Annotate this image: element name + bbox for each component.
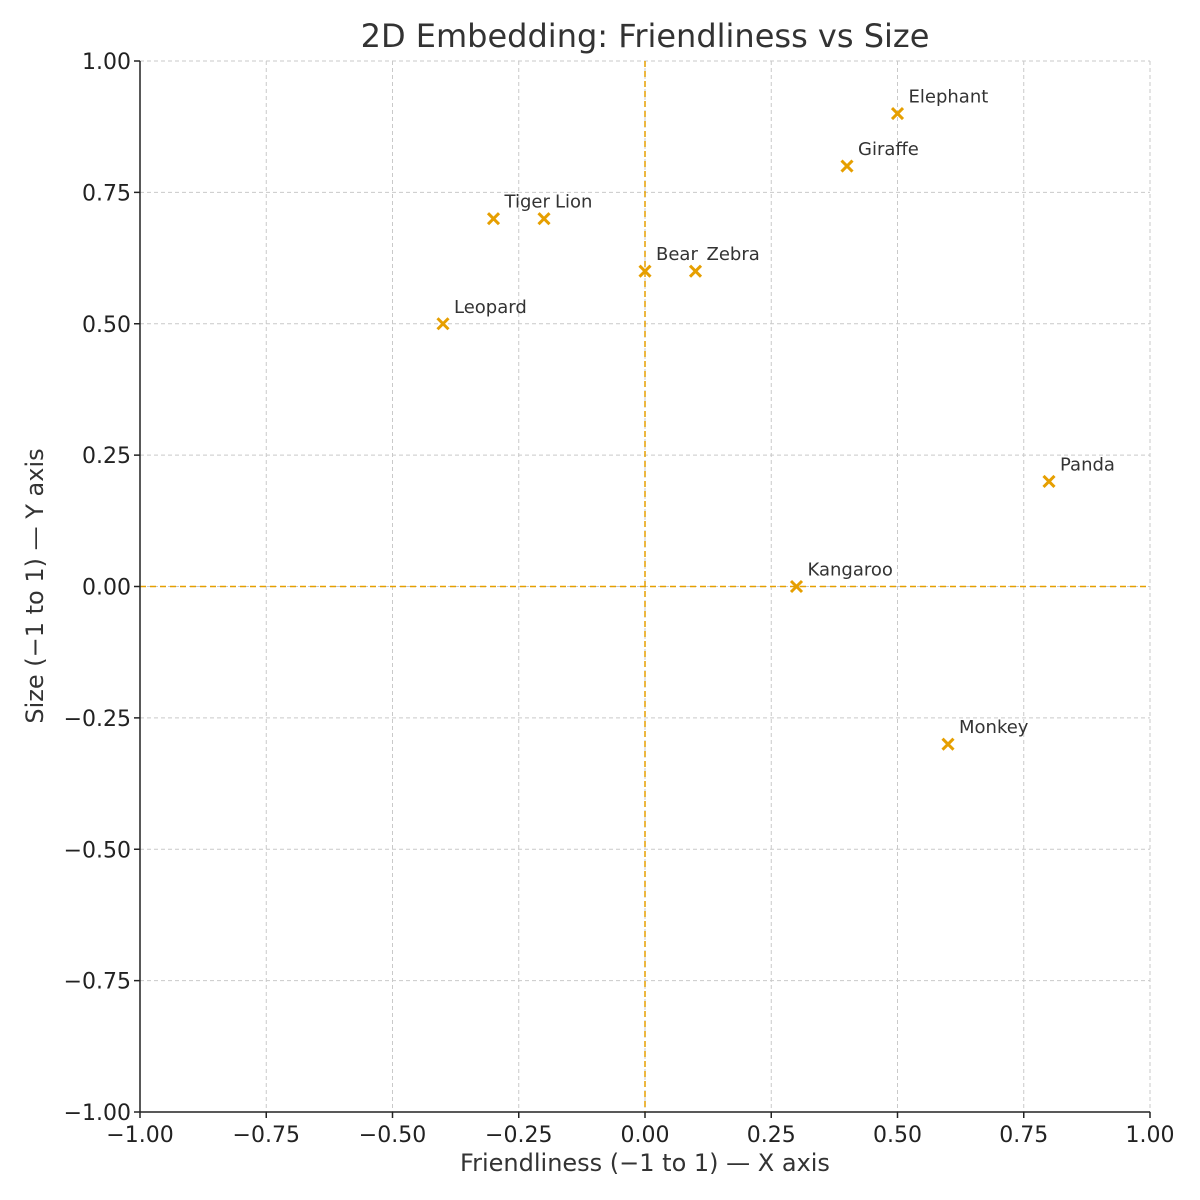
point-leopard: Leopard bbox=[436, 297, 527, 331]
x-tick-label: −0.25 bbox=[485, 1123, 552, 1148]
x-tick-label: 0.25 bbox=[747, 1123, 796, 1148]
y-tick-label: 1.00 bbox=[82, 50, 131, 75]
marker-stroke bbox=[941, 737, 955, 751]
x-tick-label: 1.00 bbox=[1126, 1123, 1175, 1148]
point-label-leopard: Leopard bbox=[454, 297, 527, 318]
x-tick-label: −0.75 bbox=[233, 1123, 300, 1148]
point-label-kangaroo: Kangaroo bbox=[808, 560, 893, 581]
marker-stroke bbox=[1042, 474, 1056, 488]
marker-stroke bbox=[486, 212, 501, 226]
point-label-elephant: Elephant bbox=[909, 87, 989, 108]
reference-lines bbox=[140, 61, 1150, 1112]
y-axis-label: Size (−1 to 1) — Y axis bbox=[21, 448, 49, 723]
point-label-bear: Bear bbox=[656, 244, 698, 265]
marker-stroke bbox=[436, 317, 450, 331]
point-bear: Bear bbox=[638, 244, 698, 278]
x-axis-label: Friendliness (−1 to 1) — X axis bbox=[460, 1149, 830, 1177]
point-lion: Lion bbox=[537, 192, 592, 226]
marker-stroke bbox=[890, 106, 905, 121]
data-points: Elephant Giraffe Tiger Lion Bear Zebra Leopard… bbox=[436, 87, 1115, 751]
x-tick-label: 0.75 bbox=[999, 1123, 1048, 1148]
point-elephant: Elephant bbox=[890, 87, 989, 121]
point-giraffe: Giraffe bbox=[840, 139, 919, 173]
y-tick-label: 0.25 bbox=[82, 444, 131, 469]
chart-title: 2D Embedding: Friendliness vs Size bbox=[361, 17, 930, 55]
point-kangaroo: Kangaroo bbox=[789, 560, 893, 594]
y-tick-label: −0.75 bbox=[64, 970, 131, 995]
marker-stroke bbox=[688, 264, 703, 278]
point-panda: Panda bbox=[1042, 454, 1115, 488]
marker-stroke bbox=[638, 264, 652, 278]
point-tiger: Tiger bbox=[486, 192, 551, 226]
point-zebra: Zebra bbox=[688, 244, 760, 278]
point-label-monkey: Monkey bbox=[959, 717, 1029, 738]
y-axis-ticks: −1.00 −0.75 −0.50 −0.25 0.00 0.25 0.50 0.75 1.00 bbox=[64, 50, 140, 1126]
x-tick-label: −1.00 bbox=[106, 1123, 173, 1148]
marker-stroke bbox=[537, 212, 551, 226]
point-monkey: Monkey bbox=[941, 717, 1029, 751]
marker-stroke bbox=[840, 159, 854, 173]
y-tick-label: 0.00 bbox=[82, 576, 131, 601]
point-label-tiger: Tiger bbox=[504, 192, 551, 213]
point-label-lion: Lion bbox=[555, 192, 592, 213]
x-tick-label: −0.50 bbox=[359, 1123, 426, 1148]
x-axis-ticks: −1.00 −0.75 −0.50 −0.25 0.00 0.25 0.50 0.75 1.00 bbox=[106, 1112, 1174, 1148]
point-label-panda: Panda bbox=[1060, 454, 1115, 475]
y-tick-label: −1.00 bbox=[64, 1101, 131, 1126]
y-tick-label: 0.50 bbox=[82, 313, 131, 338]
marker-stroke bbox=[789, 579, 804, 594]
point-label-giraffe: Giraffe bbox=[858, 139, 919, 160]
x-tick-label: 0.50 bbox=[873, 1123, 922, 1148]
y-tick-label: 0.75 bbox=[82, 181, 131, 206]
y-tick-label: −0.25 bbox=[64, 707, 131, 732]
x-tick-label: 0.00 bbox=[621, 1123, 670, 1148]
point-label-zebra: Zebra bbox=[707, 244, 760, 265]
y-tick-label: −0.50 bbox=[64, 838, 131, 863]
